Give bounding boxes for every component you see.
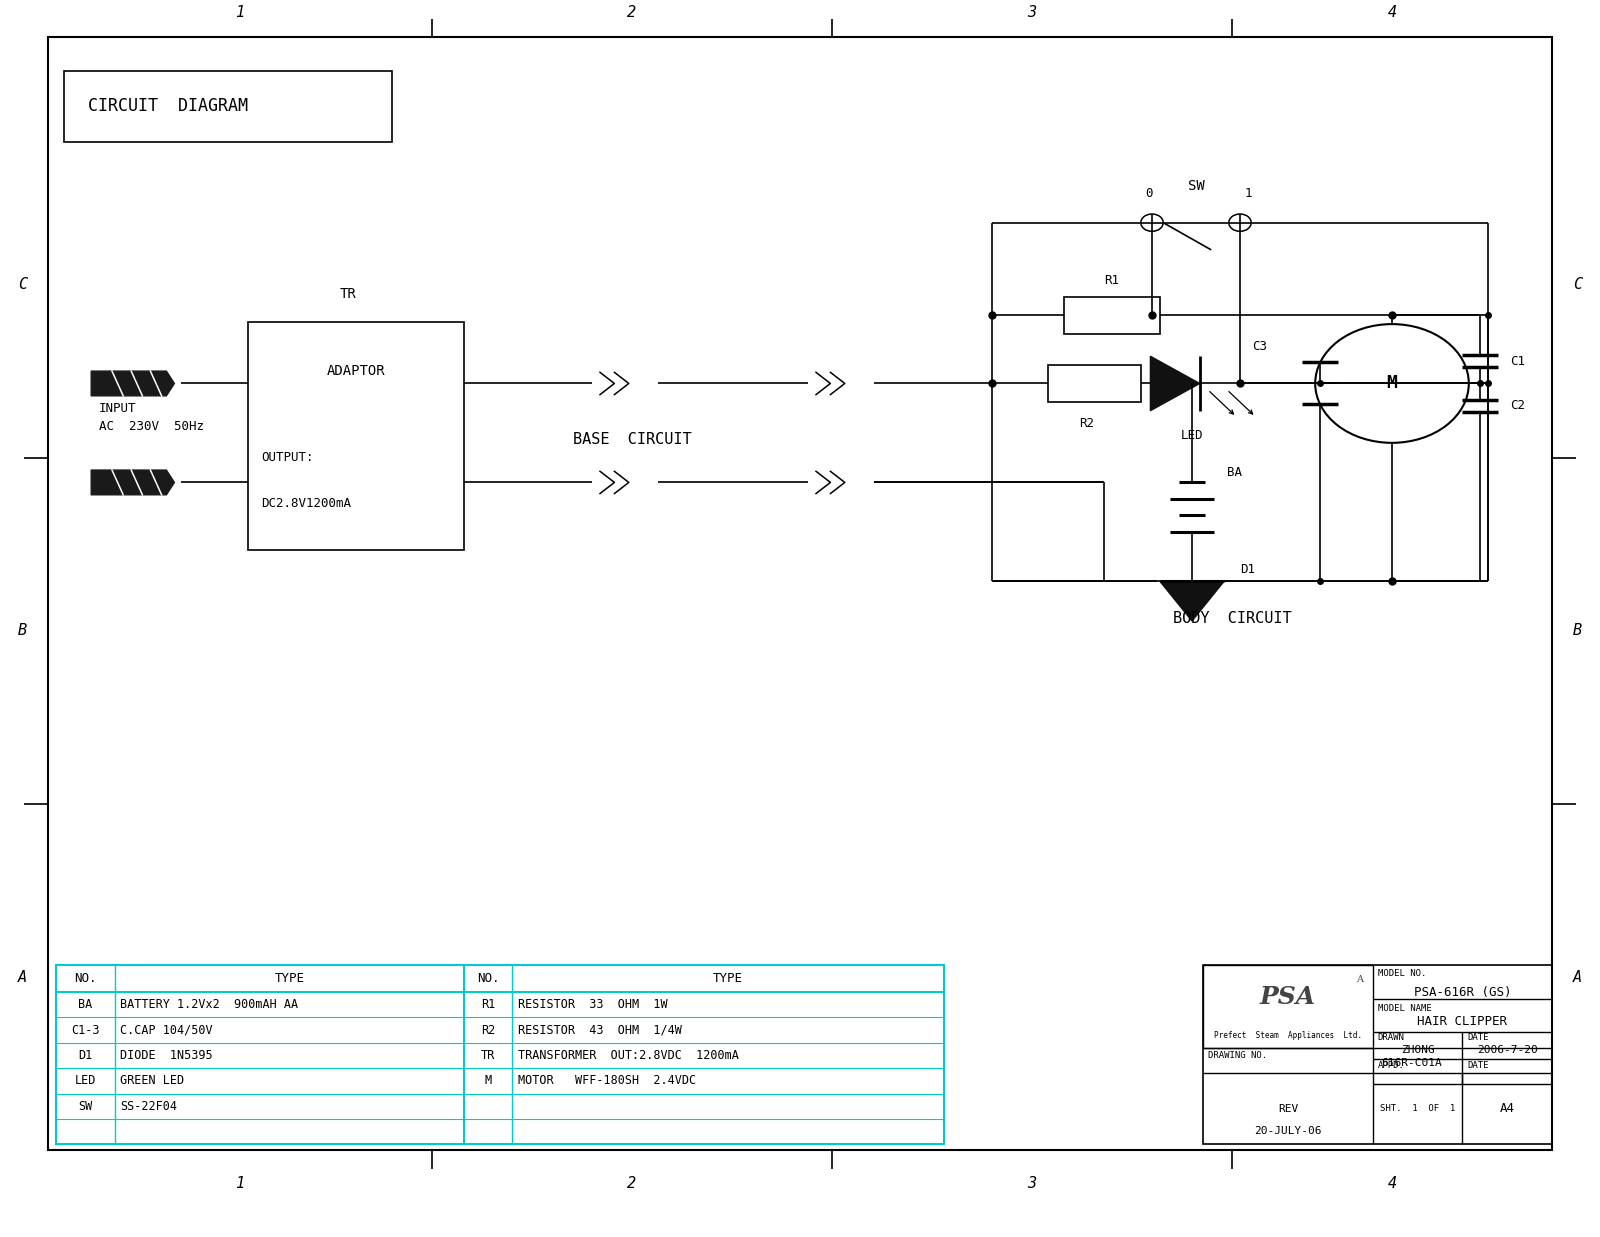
Text: NO.: NO. bbox=[477, 972, 499, 985]
Text: C: C bbox=[1573, 277, 1582, 292]
Text: SHT.  1  OF  1: SHT. 1 OF 1 bbox=[1379, 1105, 1456, 1113]
Text: PSA: PSA bbox=[1259, 985, 1317, 1008]
Text: 1: 1 bbox=[1245, 187, 1251, 200]
Bar bbox=[1064, 297, 1160, 334]
Text: RESISTOR  43  OHM  1/4W: RESISTOR 43 OHM 1/4W bbox=[518, 1023, 682, 1037]
Text: LED: LED bbox=[1181, 429, 1203, 442]
Bar bbox=[48, 37, 1552, 1150]
Text: 1: 1 bbox=[235, 5, 245, 20]
Text: ADAPTOR: ADAPTOR bbox=[326, 364, 386, 379]
Text: NO.: NO. bbox=[74, 972, 98, 985]
Bar bbox=[1203, 965, 1373, 1049]
Text: Prefect  Steam  Appliances  Ltd.: Prefect Steam Appliances Ltd. bbox=[1214, 1032, 1362, 1040]
Text: PSA-616R (GS): PSA-616R (GS) bbox=[1414, 986, 1510, 998]
Text: DRAWN: DRAWN bbox=[1378, 1033, 1405, 1043]
Polygon shape bbox=[1160, 581, 1224, 621]
Bar bbox=[56, 965, 944, 1144]
Text: B: B bbox=[1573, 623, 1582, 638]
Text: INPUT: INPUT bbox=[99, 402, 136, 414]
Text: 2006-7-20: 2006-7-20 bbox=[1477, 1045, 1538, 1055]
Text: A: A bbox=[18, 970, 27, 985]
Text: AC  230V  50Hz: AC 230V 50Hz bbox=[99, 421, 205, 433]
Text: CIRCUIT  DIAGRAM: CIRCUIT DIAGRAM bbox=[88, 98, 248, 115]
Text: RESISTOR  33  OHM  1W: RESISTOR 33 OHM 1W bbox=[518, 998, 669, 1012]
Text: BODY  CIRCUIT: BODY CIRCUIT bbox=[1173, 611, 1291, 626]
Text: BA: BA bbox=[78, 998, 93, 1012]
Text: BA: BA bbox=[1227, 466, 1242, 479]
FancyArrow shape bbox=[91, 470, 174, 495]
FancyArrow shape bbox=[91, 371, 174, 396]
Polygon shape bbox=[1150, 356, 1200, 411]
Text: SW: SW bbox=[78, 1100, 93, 1113]
Text: 4: 4 bbox=[1387, 5, 1397, 20]
Text: C1: C1 bbox=[1510, 355, 1525, 367]
Text: MODEL NO.: MODEL NO. bbox=[1378, 969, 1426, 978]
Text: SS-22F04: SS-22F04 bbox=[120, 1100, 178, 1113]
Text: A: A bbox=[1573, 970, 1582, 985]
Text: DATE: DATE bbox=[1467, 1060, 1488, 1070]
Text: C: C bbox=[18, 277, 27, 292]
Text: A4: A4 bbox=[1499, 1102, 1515, 1116]
Text: MODEL NAME: MODEL NAME bbox=[1378, 1003, 1432, 1013]
Text: DIODE  1N5395: DIODE 1N5395 bbox=[120, 1049, 213, 1063]
Text: 616R-C01A: 616R-C01A bbox=[1381, 1058, 1442, 1069]
Text: 1: 1 bbox=[235, 1176, 245, 1191]
Text: BASE  CIRCUIT: BASE CIRCUIT bbox=[573, 432, 691, 447]
Text: TRANSFORMER  OUT:2.8VDC  1200mA: TRANSFORMER OUT:2.8VDC 1200mA bbox=[518, 1049, 739, 1063]
Text: 20-JULY-06: 20-JULY-06 bbox=[1254, 1126, 1322, 1136]
Text: R2: R2 bbox=[482, 1023, 494, 1037]
Text: APPD.: APPD. bbox=[1378, 1060, 1405, 1070]
Text: 2: 2 bbox=[627, 5, 637, 20]
Text: R1: R1 bbox=[482, 998, 494, 1012]
Text: LED: LED bbox=[75, 1074, 96, 1087]
Text: B: B bbox=[18, 623, 27, 638]
Text: D1: D1 bbox=[78, 1049, 93, 1063]
Text: REV: REV bbox=[1278, 1103, 1298, 1113]
Text: M: M bbox=[1387, 375, 1397, 392]
Bar bbox=[248, 322, 464, 550]
Text: 3: 3 bbox=[1027, 1176, 1037, 1191]
Text: 3: 3 bbox=[1027, 5, 1037, 20]
Text: R1: R1 bbox=[1104, 275, 1120, 287]
Text: 2: 2 bbox=[627, 1176, 637, 1191]
Text: C3: C3 bbox=[1251, 340, 1267, 353]
Text: A: A bbox=[1357, 975, 1363, 983]
Bar bbox=[64, 71, 392, 142]
Text: ZHONG: ZHONG bbox=[1400, 1045, 1435, 1055]
Text: TR: TR bbox=[482, 1049, 494, 1063]
Text: D1: D1 bbox=[1240, 563, 1254, 575]
Text: TYPE: TYPE bbox=[714, 972, 742, 985]
Bar bbox=[1048, 365, 1141, 402]
Text: DC2.8V1200mA: DC2.8V1200mA bbox=[261, 497, 350, 510]
Text: M: M bbox=[485, 1074, 491, 1087]
Text: GREEN LED: GREEN LED bbox=[120, 1074, 184, 1087]
Text: C.CAP 104/50V: C.CAP 104/50V bbox=[120, 1023, 213, 1037]
Text: SW: SW bbox=[1189, 178, 1205, 193]
Text: R2: R2 bbox=[1078, 417, 1094, 429]
Text: DATE: DATE bbox=[1467, 1033, 1488, 1043]
Text: BATTERY 1.2Vx2  900mAH AA: BATTERY 1.2Vx2 900mAH AA bbox=[120, 998, 298, 1012]
Bar bbox=[1203, 965, 1552, 1144]
Text: TYPE: TYPE bbox=[275, 972, 304, 985]
Text: OUTPUT:: OUTPUT: bbox=[261, 452, 314, 464]
Text: C2: C2 bbox=[1510, 400, 1525, 412]
Text: 4: 4 bbox=[1387, 1176, 1397, 1191]
Text: DRAWING NO.: DRAWING NO. bbox=[1208, 1051, 1267, 1060]
Text: HAIR CLIPPER: HAIR CLIPPER bbox=[1418, 1016, 1507, 1028]
Text: TR: TR bbox=[339, 287, 357, 302]
Text: MOTOR   WFF-180SH  2.4VDC: MOTOR WFF-180SH 2.4VDC bbox=[518, 1074, 696, 1087]
Text: C1-3: C1-3 bbox=[72, 1023, 99, 1037]
Text: 0: 0 bbox=[1146, 187, 1152, 200]
